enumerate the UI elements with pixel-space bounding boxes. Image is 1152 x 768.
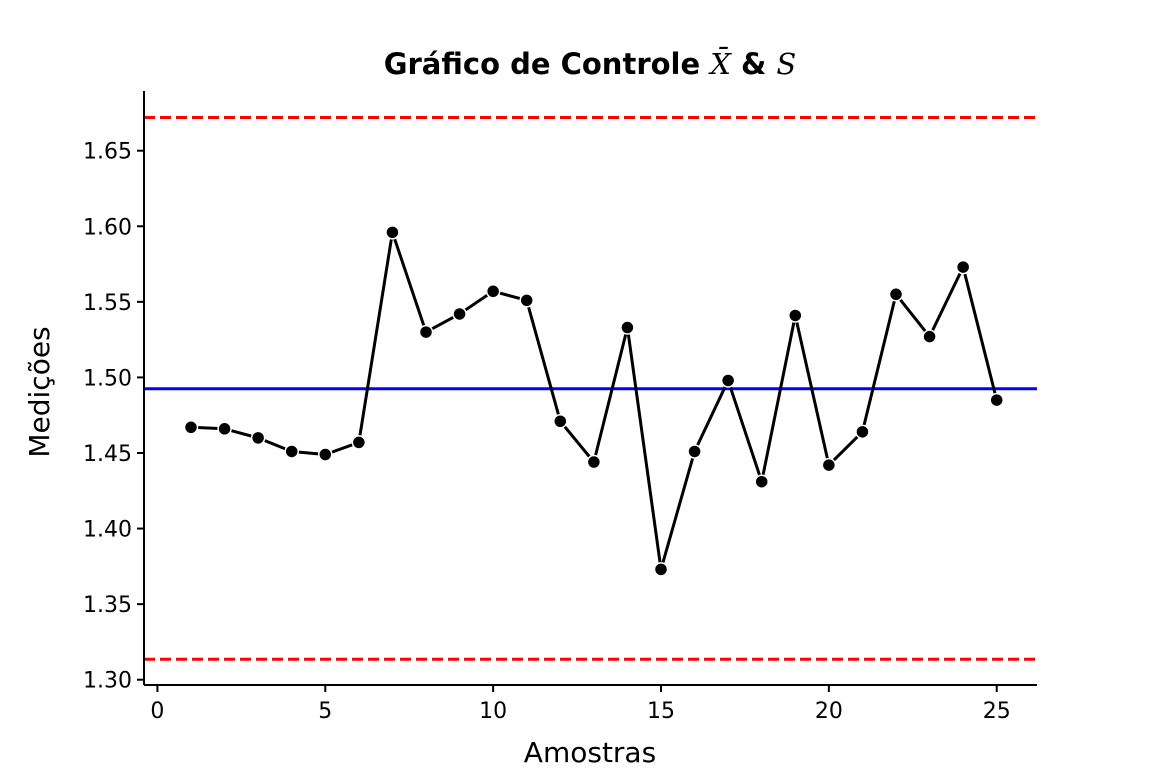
data-point: [553, 414, 568, 429]
chart-title: Gráfico de Controle X̄ & S: [384, 46, 797, 81]
y-tick-label: 1.50: [83, 366, 132, 391]
data-point: [855, 424, 870, 440]
x-tick-label: 10: [479, 699, 507, 724]
data-point: [754, 474, 769, 489]
chart-title-prefix: Gráfico de Controle: [384, 47, 711, 81]
x-tick-label: 5: [318, 699, 332, 724]
y-tick-label: 1.55: [83, 291, 132, 316]
data-point: [821, 457, 837, 473]
y-tick-label: 1.45: [83, 442, 132, 467]
data-point: [519, 293, 534, 308]
x-axis-label: Amostras: [524, 736, 656, 768]
y-tick-label: 1.40: [83, 518, 132, 543]
data-point: [888, 287, 904, 302]
data-point: [418, 324, 434, 340]
x-tick-label: 15: [647, 699, 675, 724]
data-point: [351, 435, 367, 450]
chart-title-middle: &: [731, 47, 776, 81]
series-line: [190, 230, 999, 571]
data-point: [284, 444, 299, 459]
data-point: [922, 329, 937, 344]
data-point: [653, 562, 669, 577]
y-tick-label: 1.30: [83, 669, 132, 694]
chart-title-symbol-s: S: [776, 47, 796, 81]
x-tick-label: 25: [983, 699, 1011, 724]
x-tick-label: 20: [815, 699, 843, 724]
plot-area: 0 5 10 15 20 25 1.30 1.35 1.40 1.45 1.50 1.55 1.60 1.…: [83, 91, 1037, 724]
y-tick-label: 1.65: [83, 140, 132, 165]
data-point: [183, 420, 199, 435]
data-point: [452, 306, 467, 322]
data-point: [788, 308, 803, 323]
data-point: [620, 320, 635, 335]
x-tick-label: 0: [150, 699, 164, 724]
data-point: [385, 225, 400, 240]
data-point: [989, 392, 1004, 408]
chart-title-symbol-xbar: X̄: [708, 46, 732, 81]
data-point: [485, 284, 501, 299]
data-point: [955, 259, 971, 275]
y-tick-label: 1.35: [83, 593, 132, 618]
data-point: [586, 454, 602, 470]
y-tick-label: 1.60: [83, 215, 132, 240]
data-point: [250, 430, 266, 446]
data-point: [318, 447, 333, 462]
y-axis-label: Medições: [23, 326, 56, 457]
data-point: [217, 421, 232, 437]
data-point: [720, 373, 736, 388]
data-point: [687, 444, 702, 459]
